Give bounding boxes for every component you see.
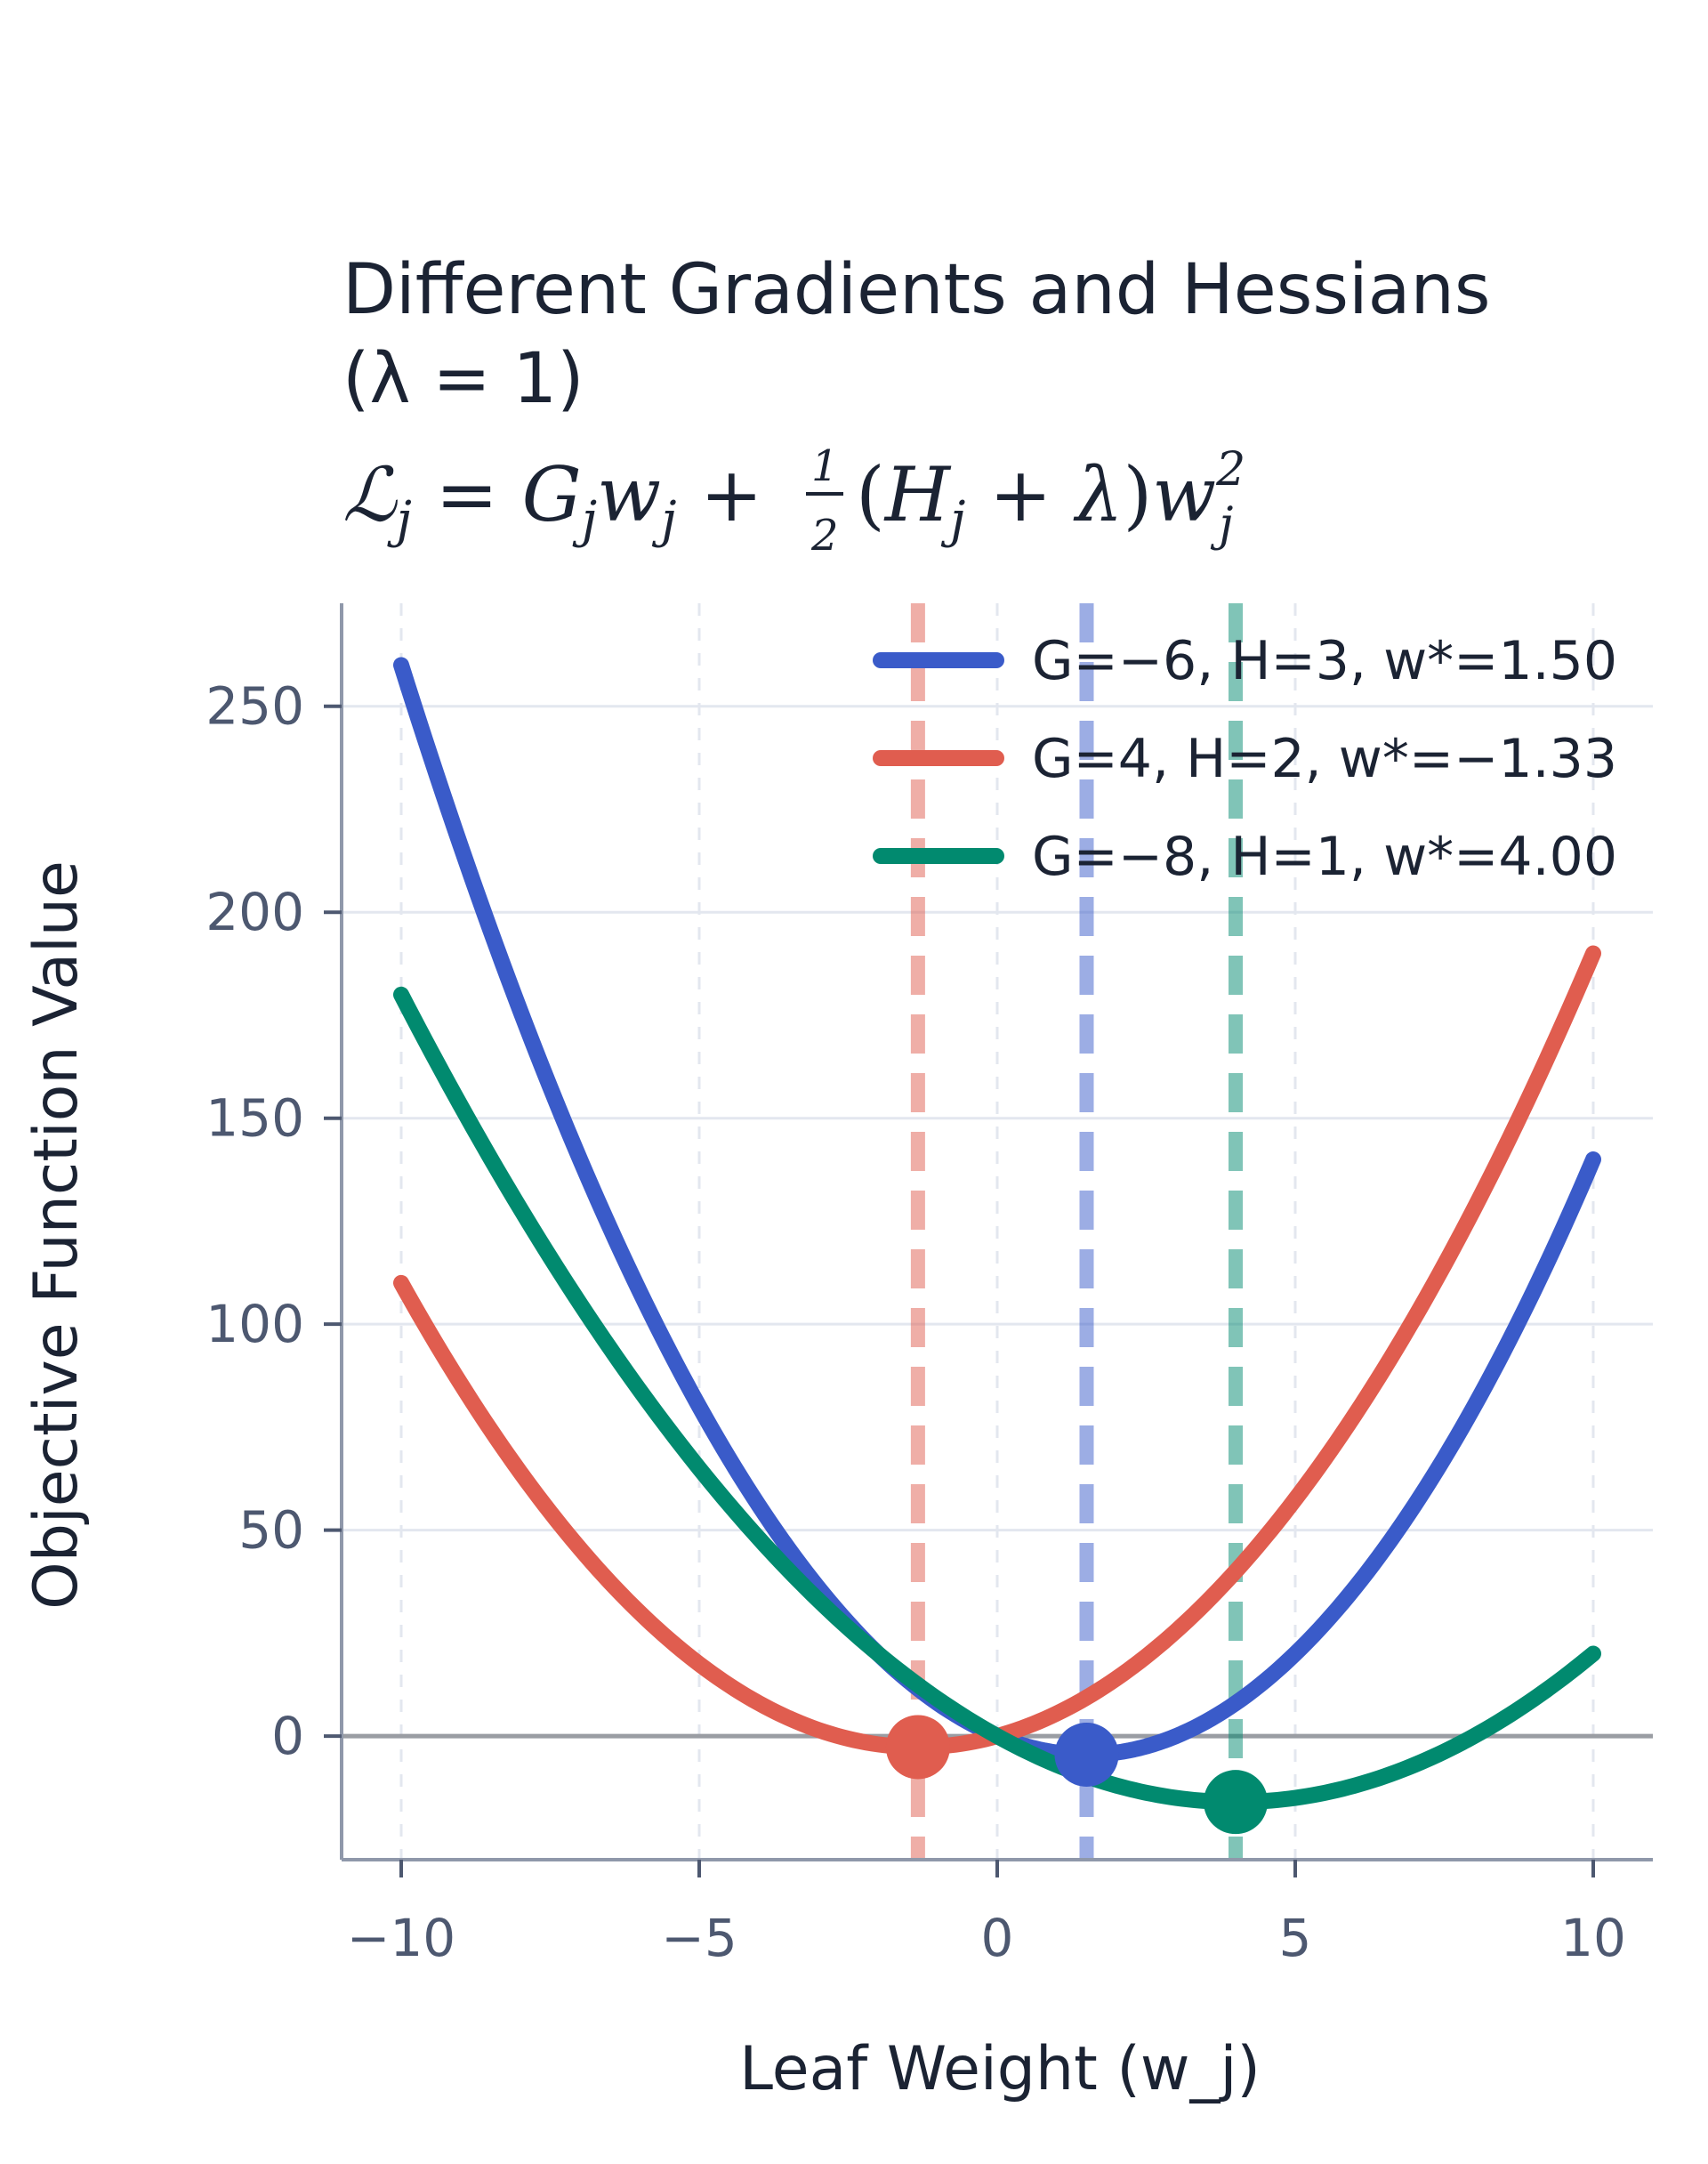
optimum-point xyxy=(1054,1722,1119,1787)
formula-h: H xyxy=(883,451,952,538)
loss-formula: ℒj = Gjwj + 1 2 (Hj + λ)w2 j xyxy=(342,441,1245,561)
x-tick-label: 5 xyxy=(1279,1908,1312,1968)
series-line xyxy=(393,986,1601,1811)
chart-subtitle: (λ = 1) xyxy=(342,339,584,419)
x-tick-label: −5 xyxy=(661,1908,737,1968)
formula-close-paren: ) xyxy=(1123,451,1152,538)
y-tick-label: 50 xyxy=(238,1500,304,1561)
svg-text:ℒj = Gjwj +: ℒj = Gjwj + xyxy=(342,451,763,549)
x-tick-label: 10 xyxy=(1560,1908,1626,1968)
chart-title: Different Gradients and Hessians xyxy=(342,250,1491,330)
y-axis-label: Objective Function Value xyxy=(21,860,92,1610)
legend-label: G=−8, H=1, w*=4.00 xyxy=(1032,826,1617,888)
formula-lambda: λ xyxy=(1073,451,1123,538)
formula-half-numerator: 1 xyxy=(811,441,839,491)
svg-text:(Hj + λ)w2j: (Hj + λ)w2 j xyxy=(856,443,1245,552)
y-tick-label: 200 xyxy=(205,882,304,942)
formula-loss-symbol: ℒ xyxy=(342,451,398,538)
formula-sup: 2 xyxy=(1215,443,1245,497)
legend-label: G=−6, H=3, w*=1.50 xyxy=(1032,630,1617,692)
y-tick-label: 150 xyxy=(205,1088,304,1149)
formula-half-denominator: 2 xyxy=(810,511,839,561)
formula-plus: + xyxy=(676,451,762,538)
formula-open-paren: ( xyxy=(856,451,885,538)
series-curves xyxy=(393,657,1601,1811)
formula-w: w xyxy=(597,451,661,538)
optimum-point xyxy=(1204,1770,1268,1835)
y-axis-ticks: 0 50 100 150 200 250 xyxy=(205,676,342,1766)
x-axis-label: Leaf Weight (w_j) xyxy=(739,2034,1261,2104)
formula-g: G xyxy=(522,451,582,538)
optimum-lines xyxy=(910,603,1243,1860)
formula-eq: = xyxy=(412,451,522,538)
formula-plus: + xyxy=(965,451,1076,538)
optimum-markers xyxy=(885,1715,1268,1835)
y-tick-label: 100 xyxy=(205,1294,304,1354)
x-axis-ticks: −10 −5 0 5 10 xyxy=(347,1860,1626,1968)
x-tick-label: 0 xyxy=(981,1908,1014,1968)
y-tick-label: 0 xyxy=(271,1706,304,1766)
legend: G=−6, H=3, w*=1.50 G=4, H=2, w*=−1.33 G=−8… xyxy=(873,630,1617,888)
x-tick-label: −10 xyxy=(347,1908,455,1968)
legend-label: G=4, H=2, w*=−1.33 xyxy=(1032,728,1617,790)
optimum-point xyxy=(885,1715,950,1780)
y-tick-label: 250 xyxy=(205,676,304,737)
formula-w: w xyxy=(1152,451,1216,538)
